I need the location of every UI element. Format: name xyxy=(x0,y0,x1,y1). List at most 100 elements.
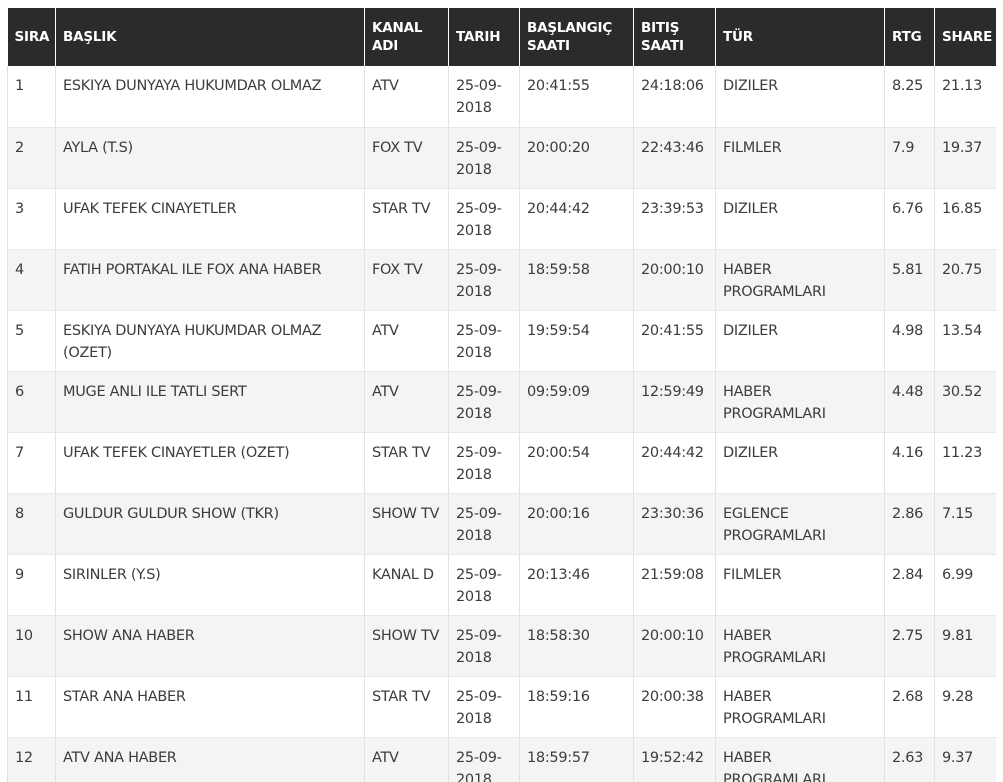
table-row: 2 AYLA (T.S) FOX TV 25-09-2018 20:00:20 22:43… xyxy=(7,127,996,189)
header-kanal-adi: KANAL ADI xyxy=(364,8,449,66)
cell-kanal-adi: STAR TV xyxy=(364,676,449,738)
cell-share: 13.54 xyxy=(934,310,996,372)
cell-tur: FILMLER xyxy=(715,127,885,189)
cell-tur: HABER PROGRAMLARI xyxy=(715,615,885,677)
cell-bitis-saati: 19:52:42 xyxy=(633,737,716,782)
cell-baslik: STAR ANA HABER xyxy=(55,676,365,738)
table-row: 6 MUGE ANLI ILE TATLI SERT ATV 25-09-2018 09… xyxy=(7,371,996,433)
cell-baslangic-saati: 20:00:20 xyxy=(519,127,634,189)
cell-baslangic-saati: 18:58:30 xyxy=(519,615,634,677)
cell-share: 9.37 xyxy=(934,737,996,782)
table-row: 7 UFAK TEFEK CINAYETLER (OZET) STAR TV 25-0… xyxy=(7,432,996,494)
cell-baslik: ESKIYA DUNYAYA HUKUMDAR OLMAZ (OZET) xyxy=(55,310,365,372)
cell-baslik: MUGE ANLI ILE TATLI SERT xyxy=(55,371,365,433)
cell-tur: DIZILER xyxy=(715,432,885,494)
cell-baslangic-saati: 20:00:16 xyxy=(519,493,634,555)
table-row: 9 SIRINLER (Y.S) KANAL D 25-09-2018 20:13:46… xyxy=(7,554,996,616)
cell-bitis-saati: 20:00:10 xyxy=(633,249,716,311)
cell-rtg: 5.81 xyxy=(884,249,935,311)
cell-baslangic-saati: 20:41:55 xyxy=(519,66,634,128)
cell-sira: 5 xyxy=(7,310,56,372)
cell-bitis-saati: 20:00:10 xyxy=(633,615,716,677)
cell-bitis-saati: 20:41:55 xyxy=(633,310,716,372)
table-row: 11 STAR ANA HABER STAR TV 25-09-2018 18:59:1… xyxy=(7,676,996,738)
header-bitis-saati: BITIŞ SAATI xyxy=(633,8,716,66)
cell-kanal-adi: KANAL D xyxy=(364,554,449,616)
cell-sira: 1 xyxy=(7,66,56,128)
cell-tur: DIZILER xyxy=(715,66,885,128)
cell-baslik: AYLA (T.S) xyxy=(55,127,365,189)
header-row: SIRA BAŞLIK KANAL ADI TARIH BAŞLANGIÇ SA… xyxy=(7,8,996,66)
cell-bitis-saati: 23:30:36 xyxy=(633,493,716,555)
header-tarih: TARIH xyxy=(448,8,520,66)
cell-baslik: SHOW ANA HABER xyxy=(55,615,365,677)
cell-bitis-saati: 24:18:06 xyxy=(633,66,716,128)
cell-tarih: 25-09-2018 xyxy=(448,432,520,494)
cell-bitis-saati: 22:43:46 xyxy=(633,127,716,189)
cell-rtg: 6.76 xyxy=(884,188,935,250)
cell-share: 9.81 xyxy=(934,615,996,677)
cell-baslangic-saati: 20:13:46 xyxy=(519,554,634,616)
cell-baslik: SIRINLER (Y.S) xyxy=(55,554,365,616)
cell-baslangic-saati: 18:59:57 xyxy=(519,737,634,782)
cell-sira: 11 xyxy=(7,676,56,738)
ratings-table-container: SIRA BAŞLIK KANAL ADI TARIH BAŞLANGIÇ SA… xyxy=(7,8,996,782)
table-row: 5 ESKIYA DUNYAYA HUKUMDAR OLMAZ (OZET) ATV… xyxy=(7,310,996,372)
header-sira: SIRA xyxy=(7,8,56,66)
header-baslik: BAŞLIK xyxy=(55,8,365,66)
table-header: SIRA BAŞLIK KANAL ADI TARIH BAŞLANGIÇ SA… xyxy=(7,8,996,66)
cell-share: 30.52 xyxy=(934,371,996,433)
cell-kanal-adi: ATV xyxy=(364,310,449,372)
cell-rtg: 2.75 xyxy=(884,615,935,677)
cell-baslik: GULDUR GULDUR SHOW (TKR) xyxy=(55,493,365,555)
cell-kanal-adi: FOX TV xyxy=(364,249,449,311)
cell-share: 16.85 xyxy=(934,188,996,250)
cell-kanal-adi: STAR TV xyxy=(364,432,449,494)
cell-sira: 12 xyxy=(7,737,56,782)
cell-baslik: FATIH PORTAKAL ILE FOX ANA HABER xyxy=(55,249,365,311)
cell-tarih: 25-09-2018 xyxy=(448,676,520,738)
cell-tur: HABER PROGRAMLARI xyxy=(715,249,885,311)
cell-tur: DIZILER xyxy=(715,188,885,250)
cell-sira: 9 xyxy=(7,554,56,616)
cell-tarih: 25-09-2018 xyxy=(448,493,520,555)
cell-share: 7.15 xyxy=(934,493,996,555)
table-row: 1 ESKIYA DUNYAYA HUKUMDAR OLMAZ ATV 25-09-2… xyxy=(7,66,996,128)
cell-share: 21.13 xyxy=(934,66,996,128)
cell-tarih: 25-09-2018 xyxy=(448,737,520,782)
cell-kanal-adi: ATV xyxy=(364,371,449,433)
cell-tur: HABER PROGRAMLARI xyxy=(715,676,885,738)
ratings-table: SIRA BAŞLIK KANAL ADI TARIH BAŞLANGIÇ SA… xyxy=(7,8,996,782)
cell-kanal-adi: STAR TV xyxy=(364,188,449,250)
cell-kanal-adi: ATV xyxy=(364,66,449,128)
cell-tur: FILMLER xyxy=(715,554,885,616)
table-row: 10 SHOW ANA HABER SHOW TV 25-09-2018 18:58:3… xyxy=(7,615,996,677)
cell-share: 11.23 xyxy=(934,432,996,494)
cell-tarih: 25-09-2018 xyxy=(448,554,520,616)
cell-kanal-adi: FOX TV xyxy=(364,127,449,189)
cell-tarih: 25-09-2018 xyxy=(448,371,520,433)
table-row: 4 FATIH PORTAKAL ILE FOX ANA HABER FOX TV 2… xyxy=(7,249,996,311)
cell-kanal-adi: SHOW TV xyxy=(364,615,449,677)
cell-rtg: 4.98 xyxy=(884,310,935,372)
cell-tur: HABER PROGRAMLARI xyxy=(715,737,885,782)
cell-rtg: 2.86 xyxy=(884,493,935,555)
cell-bitis-saati: 23:39:53 xyxy=(633,188,716,250)
cell-baslik: ESKIYA DUNYAYA HUKUMDAR OLMAZ xyxy=(55,66,365,128)
cell-bitis-saati: 20:00:38 xyxy=(633,676,716,738)
cell-baslangic-saati: 09:59:09 xyxy=(519,371,634,433)
cell-sira: 3 xyxy=(7,188,56,250)
cell-baslangic-saati: 18:59:16 xyxy=(519,676,634,738)
cell-tarih: 25-09-2018 xyxy=(448,615,520,677)
header-share: SHARE xyxy=(934,8,996,66)
cell-baslik: ATV ANA HABER xyxy=(55,737,365,782)
cell-tur: EGLENCE PROGRAMLARI xyxy=(715,493,885,555)
cell-baslangic-saati: 18:59:58 xyxy=(519,249,634,311)
cell-share: 6.99 xyxy=(934,554,996,616)
cell-baslangic-saati: 19:59:54 xyxy=(519,310,634,372)
table-body: 1 ESKIYA DUNYAYA HUKUMDAR OLMAZ ATV 25-09-2… xyxy=(7,66,996,782)
cell-kanal-adi: ATV xyxy=(364,737,449,782)
cell-rtg: 2.68 xyxy=(884,676,935,738)
cell-baslangic-saati: 20:44:42 xyxy=(519,188,634,250)
cell-tarih: 25-09-2018 xyxy=(448,66,520,128)
